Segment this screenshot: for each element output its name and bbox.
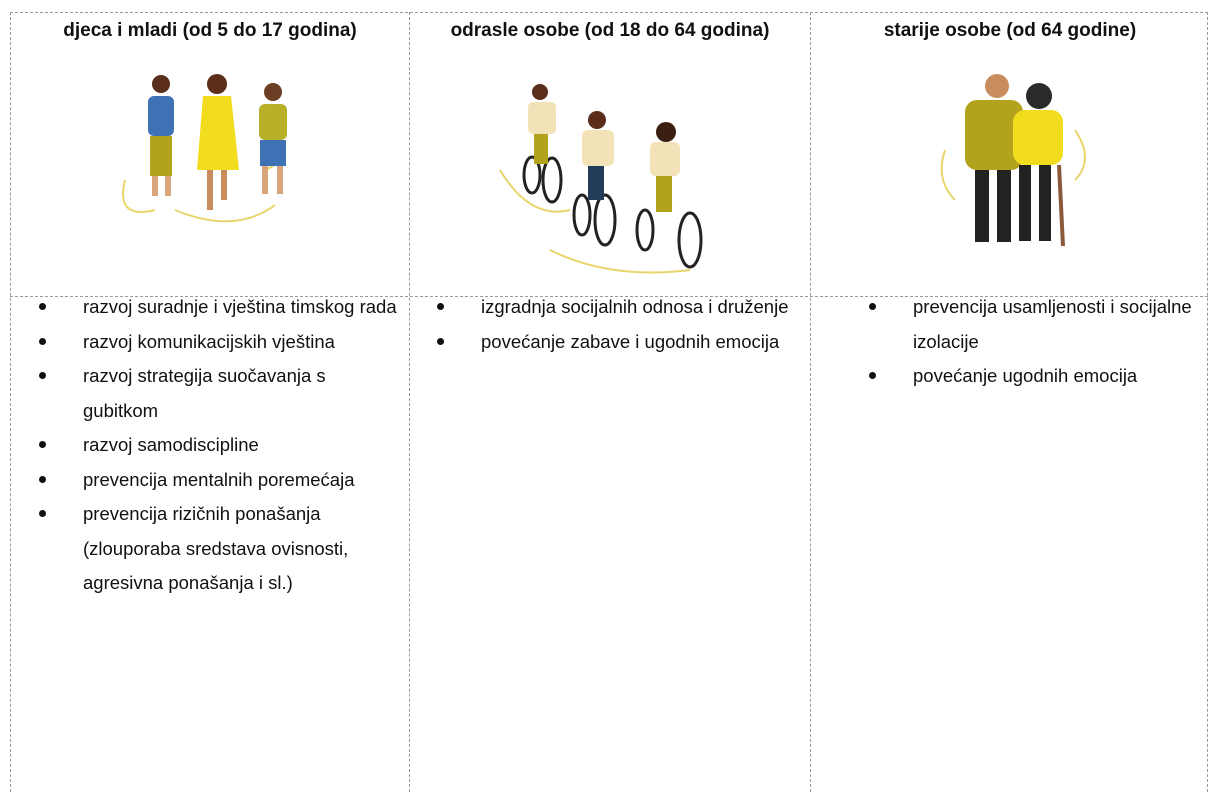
column-header: djeca i mladi (od 5 do 17 godina): [63, 20, 357, 41]
border: [10, 12, 1208, 13]
border: [409, 12, 410, 792]
list: prevencija usamljenosti i socijalne izol…: [864, 290, 1200, 394]
illustration-cyclists: [499, 84, 703, 274]
column-header: starije osobe (od 64 godine): [883, 20, 1137, 41]
list-item: razvoj samodiscipline: [34, 428, 399, 463]
list-item: povećanje ugodnih emocija: [864, 359, 1200, 394]
illustration-children: [122, 74, 287, 223]
list-item: razvoj komunikacijskih vještina: [34, 325, 399, 360]
border: [1207, 12, 1208, 792]
illustration-seniors: [940, 74, 1086, 247]
list-item: prevencija rizičnih ponašanja (zlouporab…: [34, 497, 399, 601]
list-item: razvoj strategija suočavanja s gubitkom: [34, 359, 399, 428]
border: [10, 12, 11, 792]
border: [810, 12, 811, 792]
list-item: razvoj suradnje i vještina timskog rada: [34, 290, 399, 325]
list: izgradnja socijalnih odnosa i druženje po…: [432, 290, 802, 359]
list-item: prevencija mentalnih poremećaja: [34, 463, 399, 498]
list-item: prevencija usamljenosti i socijalne izol…: [864, 290, 1200, 359]
border: [10, 296, 1208, 297]
list: razvoj suradnje i vještina timskog rada r…: [34, 290, 399, 601]
list-item: povećanje zabave i ugodnih emocija: [432, 325, 802, 360]
list-item: izgradnja socijalnih odnosa i druženje: [432, 290, 802, 325]
column-header: odrasle osobe (od 18 do 64 godina): [450, 20, 770, 41]
